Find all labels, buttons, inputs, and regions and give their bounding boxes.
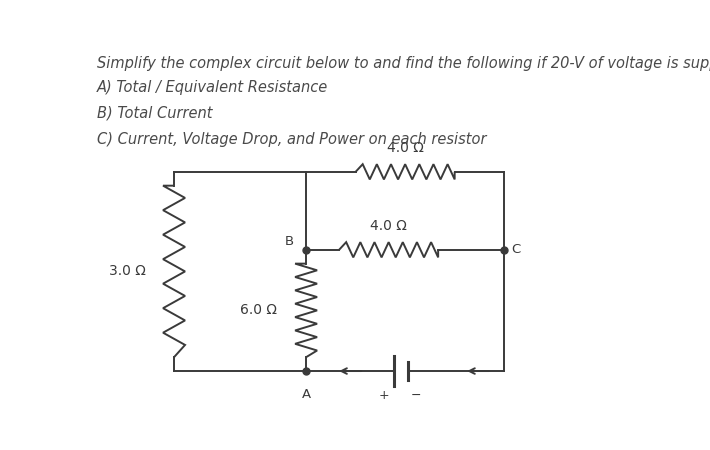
Text: Simplify the complex circuit below to and find the following if 20-V of voltage : Simplify the complex circuit below to an… <box>97 56 710 71</box>
Text: B: B <box>285 235 294 248</box>
Text: 4.0 Ω: 4.0 Ω <box>387 141 424 155</box>
Text: C: C <box>510 243 520 256</box>
Text: C) Current, Voltage Drop, and Power on each resistor: C) Current, Voltage Drop, and Power on e… <box>97 132 486 147</box>
Text: A) Total / Equivalent Resistance: A) Total / Equivalent Resistance <box>97 80 328 95</box>
Text: A: A <box>302 388 311 400</box>
Text: 3.0 Ω: 3.0 Ω <box>109 265 146 279</box>
Text: 4.0 Ω: 4.0 Ω <box>370 219 407 233</box>
Text: +: + <box>379 389 390 402</box>
Text: 6.0 Ω: 6.0 Ω <box>241 303 278 317</box>
Text: −: − <box>410 389 421 402</box>
Text: B) Total Current: B) Total Current <box>97 106 212 121</box>
